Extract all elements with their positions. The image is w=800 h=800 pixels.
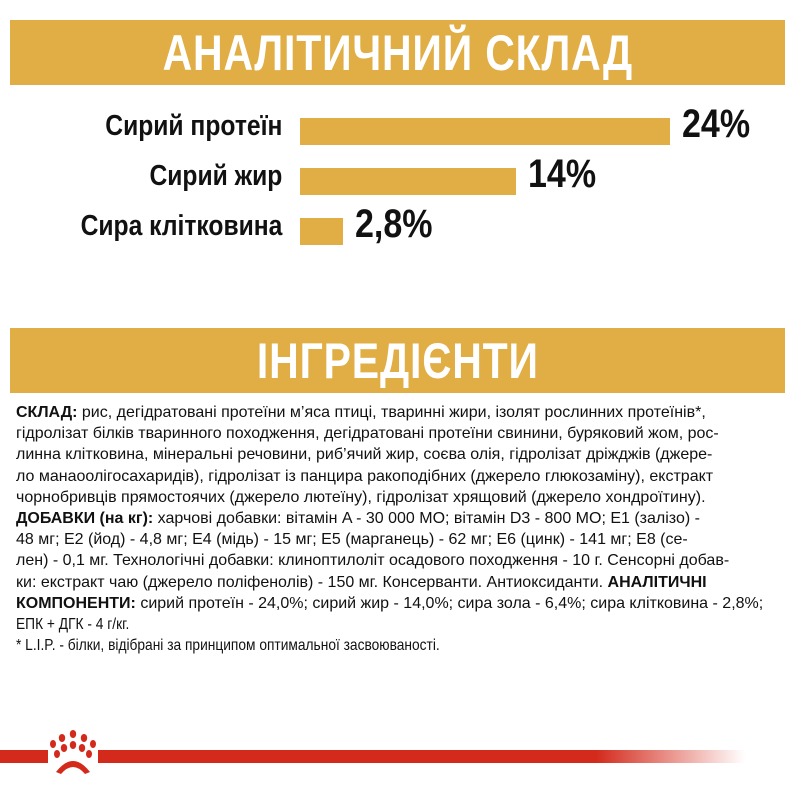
text-segment: гідролізат білків тваринного походження,… (16, 425, 719, 443)
category-label: Сира клітковина (80, 210, 282, 242)
ingredients-title: ІНГРЕДІЄНТИ (256, 332, 539, 389)
ingredient-line: линна клітковина, мінеральні речовини, р… (16, 444, 786, 465)
text-segment: харчові добавки: вітамін A - 30 000 МО; … (157, 509, 700, 527)
value-label: 2,8% (355, 202, 433, 246)
text-segment: 48 мг; E2 (йод) - 4,8 мг; E4 (мідь) - 15… (16, 531, 688, 549)
ingredient-line: КОМПОНЕНТИ: сирий протеїн - 24,0%; сирий… (16, 593, 786, 614)
ingredient-line: ки: екстракт чаю (джерело поліфенолів) -… (16, 572, 786, 593)
text-segment: лен) - 0,1 мг. Технологічні добавки: кли… (16, 552, 730, 570)
ingredient-line: * L.I.P. - білки, відібрані за принципом… (16, 635, 786, 656)
ingredient-line: ло манаоолігосахаридів), гідролізат із п… (16, 466, 786, 487)
text-segment: сирий протеїн - 24,0%; сирий жир - 14,0%… (140, 594, 764, 612)
text-segment: ло манаоолігосахаридів), гідролізат із п… (16, 467, 714, 485)
ingredient-line: гідролізат білків тваринного походження,… (16, 423, 786, 444)
ingredient-line: СКЛАД: рис, дегідратовані протеїни м’яса… (16, 402, 786, 423)
text-segment: * L.I.P. - білки, відібрані за принципом… (16, 637, 440, 655)
bar (300, 218, 344, 245)
bold-label: ДОБАВКИ (на кг): (16, 509, 158, 527)
text-segment: ки: екстракт чаю (джерело поліфенолів) -… (16, 573, 608, 591)
text-segment: чорнобривців прямостоячих (джерело лютеї… (16, 488, 706, 506)
text-segment: рис, дегідратовані протеїни м’яса птиці,… (81, 404, 706, 421)
analysis-title: АНАЛІТИЧНИЙ СКЛАД (162, 24, 633, 81)
ingredient-line: ЕПК + ДГК - 4 г/кг. (16, 614, 786, 635)
value-label: 24% (681, 102, 750, 146)
bar (300, 118, 670, 145)
ingredient-line: 48 мг; E2 (йод) - 4,8 мг; E4 (мідь) - 15… (16, 529, 786, 550)
analysis-header: АНАЛІТИЧНИЙ СКЛАД (10, 20, 785, 85)
royal-crown-logo-icon (48, 728, 98, 780)
text-segment: ЕПК + ДГК - 4 г/кг. (16, 615, 130, 633)
bold-label: КОМПОНЕНТИ: (16, 594, 141, 612)
ingredient-line: чорнобривців прямостоячих (джерело лютеї… (16, 487, 786, 508)
category-label: Сирий жир (149, 160, 282, 192)
analysis-chart: Сирий протеїн 24% Сирий жир 14% Сира клітков… (0, 100, 800, 260)
ingredients-header: ІНГРЕДІЄНТИ (10, 328, 785, 393)
value-label: 14% (527, 152, 596, 196)
bar (300, 168, 516, 195)
ingredient-line: ДОБАВКИ (на кг): харчові добавки: вітамі… (16, 508, 786, 529)
footer-red-line (0, 750, 745, 763)
ingredient-line: лен) - 0,1 мг. Технологічні добавки: кли… (16, 550, 786, 571)
ingredients-text: СКЛАД: рис, дегідратовані протеїни м’яса… (16, 402, 786, 656)
text-segment: линна клітковина, мінеральні речовини, р… (16, 446, 713, 464)
category-label: Сирий протеїн (104, 110, 282, 142)
bold-label: АНАЛІТИЧНІ (607, 573, 707, 591)
bold-label: СКЛАД: (16, 404, 82, 421)
